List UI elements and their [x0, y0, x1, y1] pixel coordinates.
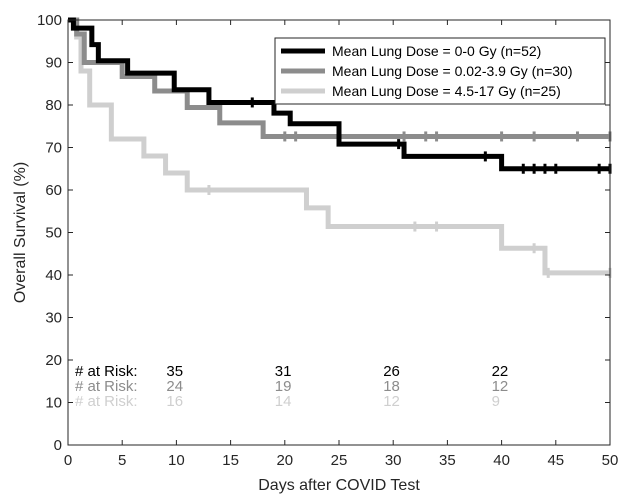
y-tick-label: 60	[45, 182, 62, 199]
risk-count: 18	[383, 378, 400, 395]
legend-label: Mean Lung Dose = 0.02-3.9 Gy (n=30)	[332, 63, 572, 79]
axes: 0 5 10 15 20 25 30 35 40 45 50 0 10 20 30 40 50 60 70 80 90 1…	[37, 12, 618, 469]
x-tick-label: 25	[331, 452, 348, 469]
risk-label: # at Risk:	[75, 393, 138, 410]
y-tick-label: 10	[45, 395, 62, 412]
x-tick-label: 35	[439, 452, 456, 469]
y-axis-title: Overall Survival (%)	[12, 162, 29, 303]
legend-box	[274, 37, 606, 105]
risk-count: 26	[383, 363, 400, 380]
risk-count: 12	[492, 378, 509, 395]
y-tick-label: 70	[45, 140, 62, 157]
x-tick-label: 5	[118, 452, 126, 469]
risk-count: 35	[166, 363, 183, 380]
risk-count: 22	[492, 363, 509, 380]
x-tick-label: 50	[602, 452, 619, 469]
x-tick-label: 15	[222, 452, 239, 469]
y-tick-label: 100	[37, 12, 62, 29]
x-tick-label: 30	[385, 452, 402, 469]
x-tick-label: 45	[547, 452, 564, 469]
x-tick-label: 10	[168, 452, 185, 469]
risk-label: # at Risk:	[75, 363, 138, 380]
survival-curve-1	[68, 17, 610, 139]
legend-label: Mean Lung Dose = 0-0 Gy (n=52)	[332, 43, 541, 59]
y-tick-label: 90	[45, 55, 62, 72]
y-tick-label: 50	[45, 225, 62, 242]
y-tick-label: 20	[45, 352, 62, 369]
risk-count: 16	[166, 393, 183, 410]
risk-count: 14	[275, 393, 292, 410]
x-tick-label: 0	[64, 452, 72, 469]
x-axis-title: Days after COVID Test	[258, 477, 420, 494]
survival-curve-2	[68, 17, 610, 276]
risk-count: 19	[275, 378, 292, 395]
risk-count: 31	[275, 363, 292, 380]
legend-label: Mean Lung Dose = 4.5-17 Gy (n=25)	[332, 83, 561, 99]
x-tick-label: 40	[493, 452, 510, 469]
risk-count: 9	[492, 393, 500, 410]
y-tick-label: 80	[45, 97, 62, 114]
y-tick-label: 40	[45, 267, 62, 284]
y-tick-label: 30	[45, 310, 62, 327]
risk-count: 12	[383, 393, 400, 410]
risk-table: # at Risk: 35 31 26 22# at Risk: 24 19 18 12# at…	[75, 363, 508, 410]
y-tick-label: 0	[54, 437, 62, 454]
risk-label: # at Risk:	[75, 378, 138, 395]
survival-curve-0	[68, 17, 610, 172]
risk-count: 24	[166, 378, 183, 395]
x-tick-label: 20	[276, 452, 293, 469]
legend: Mean Lung Dose = 0-0 Gy (n=52) Mean Lung …	[274, 37, 606, 105]
